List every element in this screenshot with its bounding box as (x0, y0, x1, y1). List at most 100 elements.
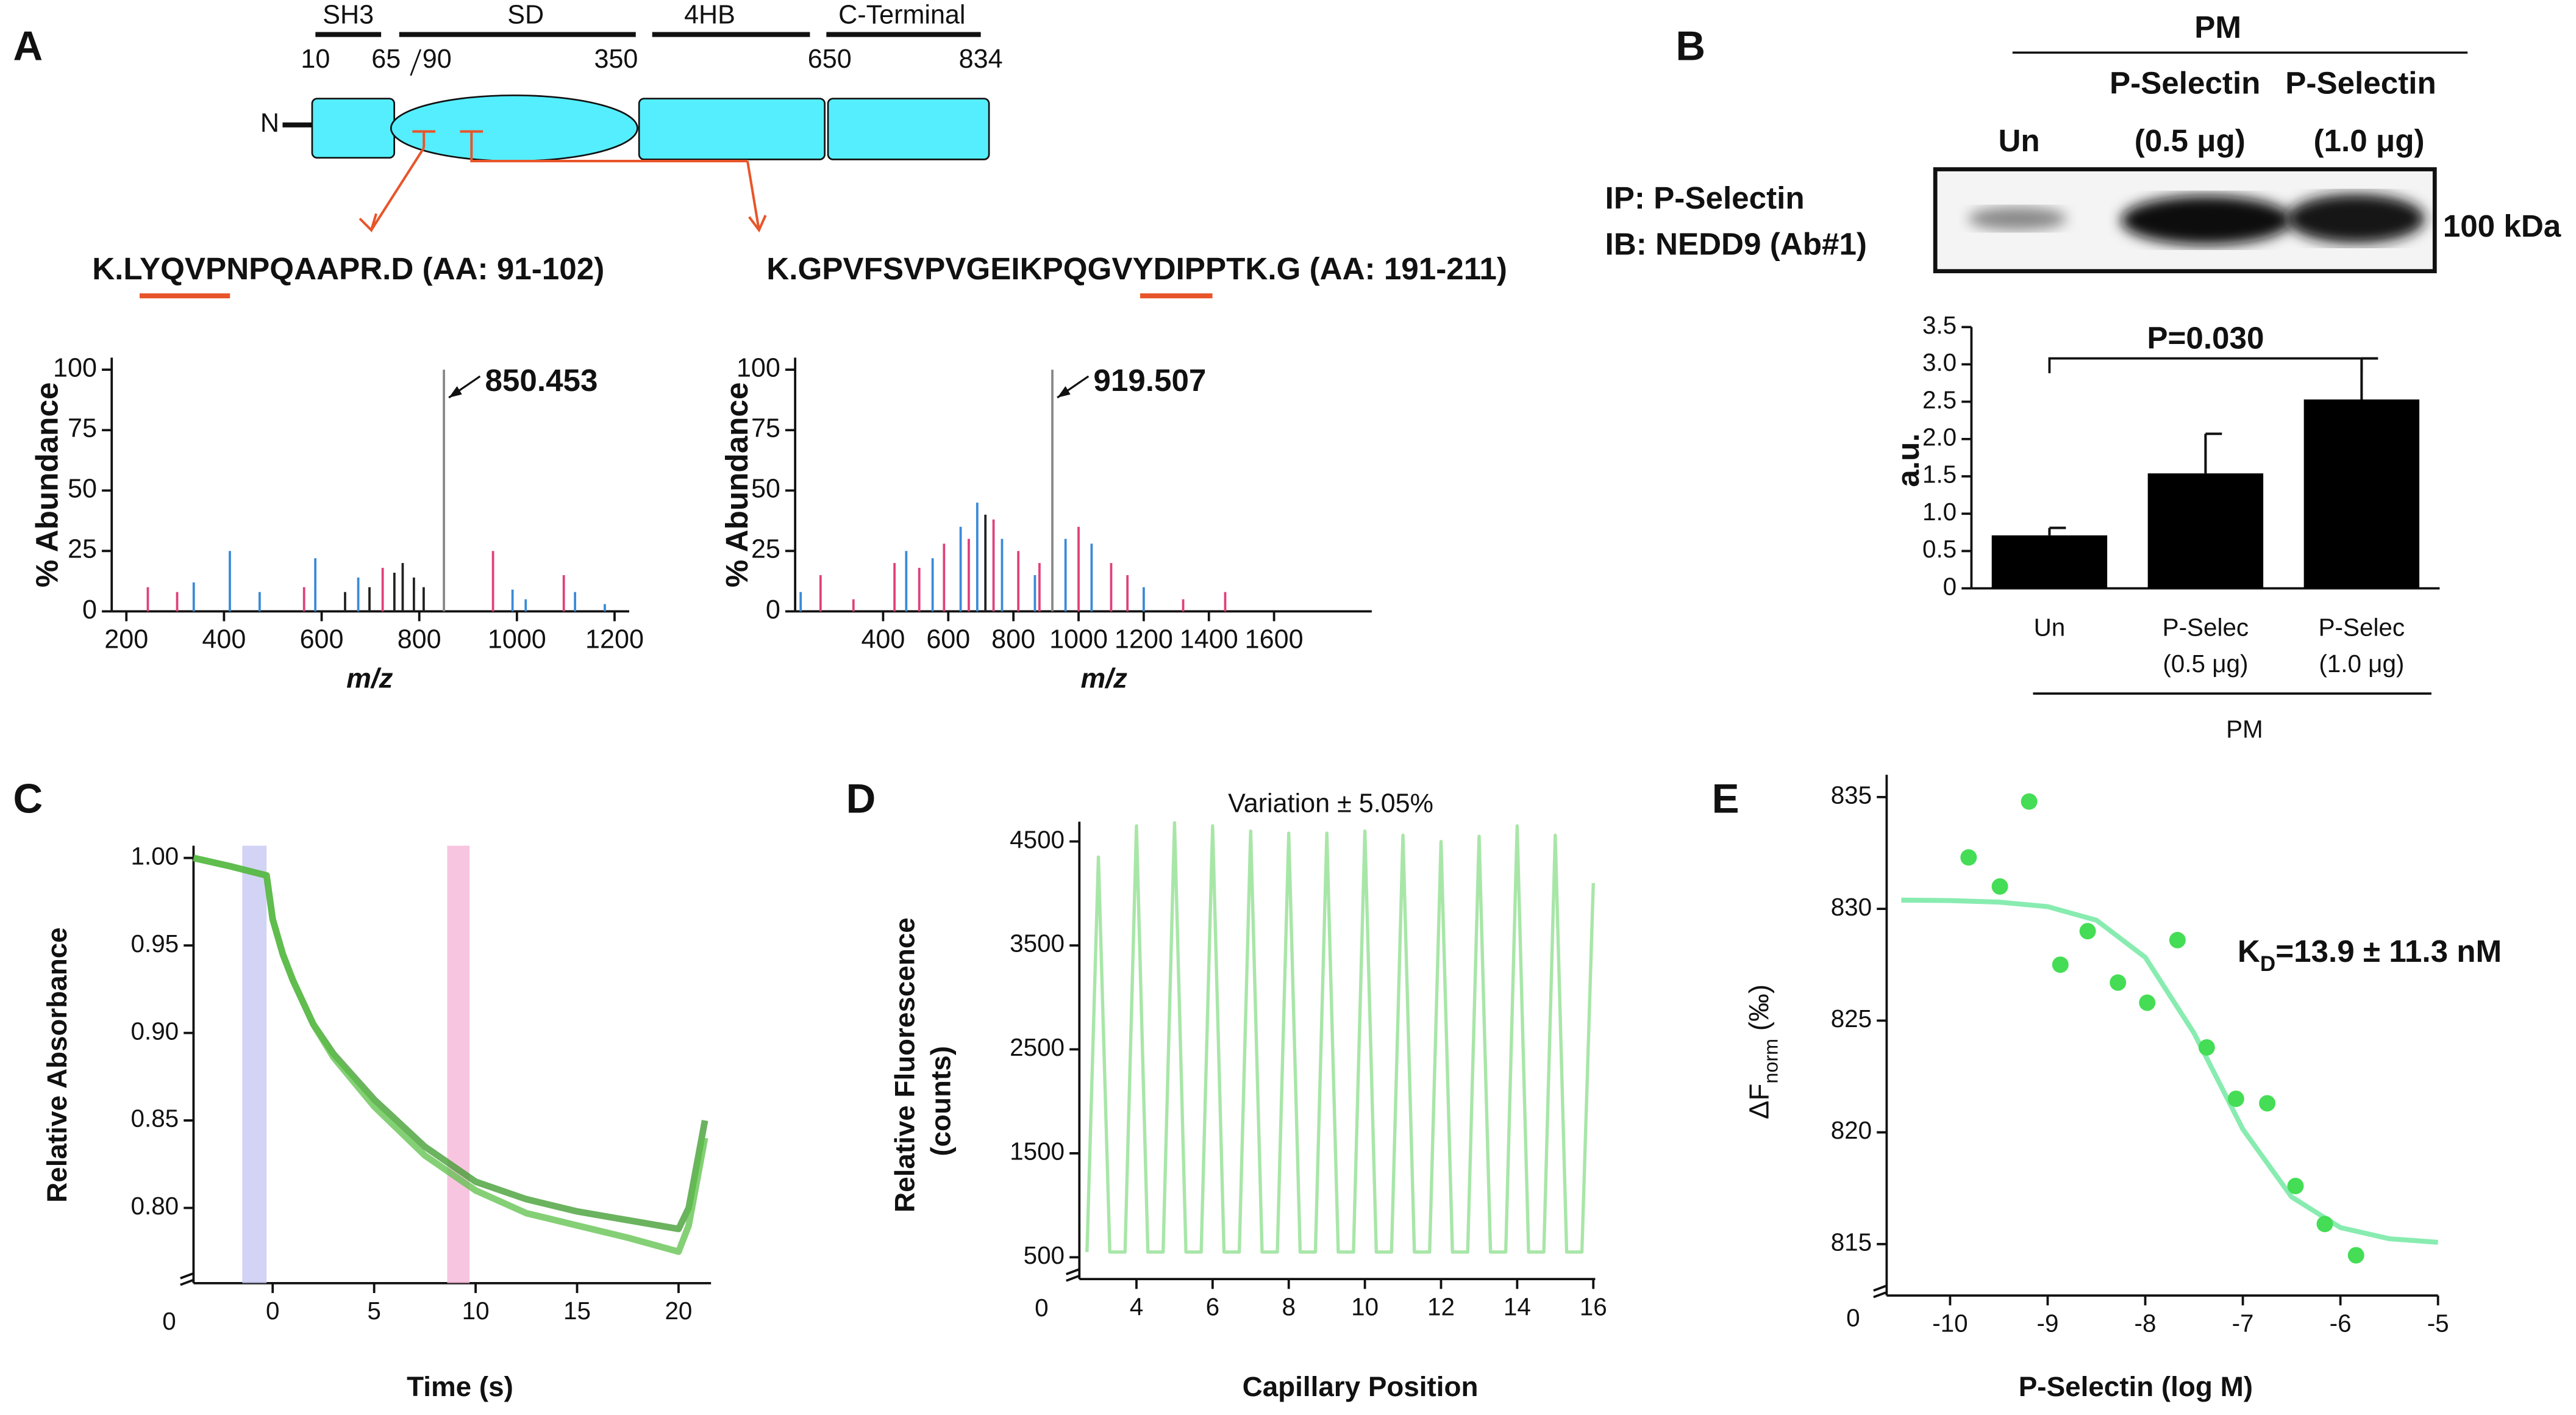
shaded-region (242, 845, 267, 1283)
lane-label: (0.5 μg) (2135, 123, 2246, 158)
y-tick-label: 835 (1831, 781, 1872, 809)
domain-box (638, 98, 826, 160)
y-tick-label: 0.85 (131, 1105, 179, 1133)
arrowhead (359, 213, 377, 233)
data-point (2139, 994, 2156, 1011)
shaded-region (447, 845, 470, 1283)
y-axis-label-sub: norm (1760, 1039, 1782, 1084)
data-point (2079, 923, 2096, 940)
data-point (2052, 956, 2069, 973)
x-tick-label: 20 (665, 1297, 692, 1325)
significance-bracket (2048, 357, 2363, 373)
y-tick-label: 50 (751, 475, 780, 504)
y-tick-label: 3.5 (1922, 311, 1957, 339)
x-tick-label: 1000 (488, 625, 546, 654)
panel-label: A (13, 24, 43, 70)
x-tick-label: 1000 (1049, 625, 1108, 654)
origin-label: 0 (162, 1307, 176, 1335)
data-point (2021, 793, 2038, 810)
band (2121, 195, 2292, 245)
data-point (1991, 878, 2008, 895)
connector (410, 49, 422, 76)
x-tick-label: Un (2034, 614, 2066, 642)
origin-label: 0 (1035, 1294, 1048, 1322)
y-tick-label: 0 (82, 595, 97, 625)
y-tick-label: 0 (766, 595, 780, 625)
annotation-arrowhead (1057, 386, 1071, 398)
bar (2303, 399, 2420, 589)
y-tick-label: 3500 (1010, 930, 1065, 958)
region-label: 4HB (684, 0, 735, 29)
ip-label: IP: P-Selectin (1605, 181, 1805, 215)
peak-annotation: 850.453 (485, 363, 598, 398)
chart-title: Variation ± 5.05% (1228, 789, 1433, 819)
domain-diagram: SH3 SD 4HB C-Terminal 10 65 90 350 650 8… (140, 0, 1213, 299)
blot-group: PM (2194, 10, 2241, 45)
panel-label: D (846, 776, 876, 822)
y-axis-label: a.u. (1891, 433, 1925, 487)
axis-break (1873, 1284, 1888, 1299)
arrow (746, 160, 760, 231)
x-tick-label: P-Selec (2163, 614, 2249, 642)
data-point (2110, 974, 2127, 991)
x-tick-label: 14 (1504, 1292, 1531, 1320)
x-tick-label: -6 (2330, 1309, 2352, 1337)
annotation-arrowhead (449, 386, 462, 398)
kd-annotation-tail: =13.9 ± 11.3 nM (2275, 933, 2502, 968)
lane-label: (1.0 μg) (2313, 123, 2424, 158)
marker-label: 100 kDa (2443, 209, 2561, 243)
band (2286, 193, 2425, 243)
bar (2147, 473, 2264, 589)
y-tick-label: 0.80 (131, 1192, 179, 1220)
y-tick-label: 25 (751, 535, 780, 564)
kd-annotation-main: K (2238, 933, 2260, 968)
x-tick-label: 15 (563, 1297, 591, 1325)
x-tick-label: 5 (367, 1297, 380, 1325)
significance-label: P=0.030 (2147, 321, 2264, 356)
y-axis-label-tail: (‰) (1744, 984, 1775, 1039)
y-tick-label: 75 (68, 414, 97, 443)
peak-annotation: 919.507 (1093, 363, 1206, 398)
series-line (193, 854, 708, 1255)
y-axis-label: (counts) (926, 1046, 957, 1156)
x-tick-label: 10 (1351, 1292, 1379, 1320)
x-axis-label: P-Selectin (log M) (2019, 1371, 2253, 1402)
fit-curve (1901, 897, 2438, 1245)
y-axis-label: Relative Absorbance (41, 927, 73, 1202)
domain-box (827, 98, 990, 160)
position-label: 90 (423, 45, 452, 74)
region-label: SD (507, 0, 544, 29)
y-axis-label: % Abundance (29, 382, 64, 588)
data-point (2316, 1216, 2333, 1233)
y-axis-label-main: ΔF (1744, 1084, 1775, 1120)
y-tick-label: 1.0 (1922, 498, 1957, 526)
position-label: 10 (301, 45, 330, 74)
arrowhead (748, 215, 767, 233)
x-tick-label: 1600 (1245, 625, 1304, 654)
series-line (1085, 821, 1595, 1254)
x-axis-label: m/z (346, 663, 393, 694)
group-label: PM (2226, 715, 2263, 743)
axis-break (180, 1272, 194, 1286)
bar (1991, 535, 2108, 589)
y-tick-label: 50 (68, 475, 97, 504)
panel-label: B (1675, 24, 1705, 70)
y-tick-label: 830 (1831, 893, 1872, 921)
position-label: 65 (371, 45, 401, 74)
y-tick-label: 0.95 (131, 930, 179, 958)
x-tick-label: 1200 (585, 625, 644, 654)
region-label: SH3 (323, 0, 374, 29)
kd-annotation-sub: D (2260, 952, 2275, 976)
y-tick-label: 825 (1831, 1005, 1872, 1033)
domain-box (390, 94, 638, 162)
y-tick-label: 25 (68, 535, 97, 564)
x-tick-label: 12 (1427, 1292, 1455, 1320)
x-tick-label: 200 (104, 625, 148, 654)
origin-label: 0 (1846, 1303, 1860, 1331)
y-tick-label: 1.00 (131, 842, 179, 870)
y-tick-label: 1.5 (1922, 460, 1957, 489)
x-tick-label: 800 (398, 625, 441, 654)
band (1968, 207, 2067, 231)
